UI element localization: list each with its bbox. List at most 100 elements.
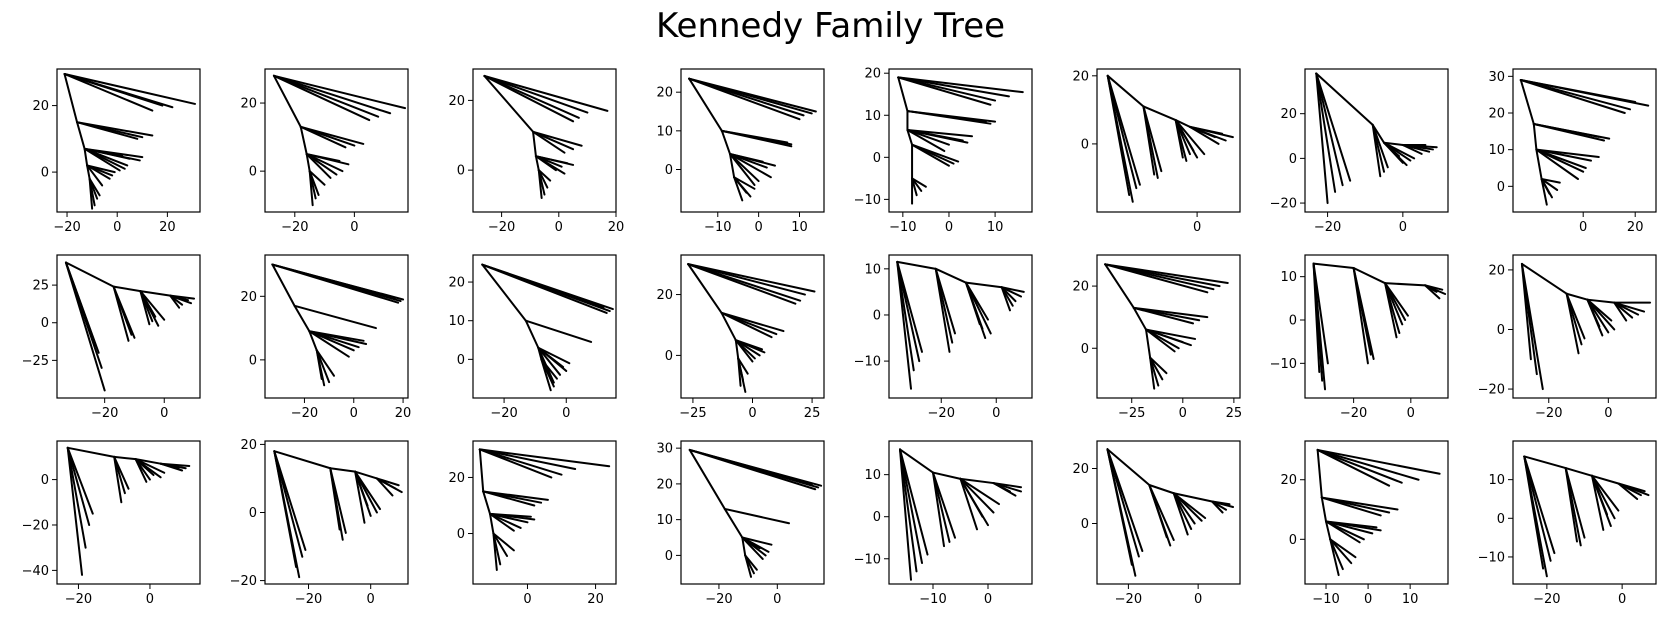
x-tick-label: 0 (1618, 592, 1626, 607)
trunk-edge (134, 458, 162, 465)
y-tick-label: 20 (864, 67, 881, 82)
trunk-edge (1352, 267, 1387, 285)
tree-edge (1106, 448, 1133, 566)
trunk-edge (1586, 298, 1616, 304)
tree-edge (489, 512, 522, 529)
tree-edge (532, 130, 575, 151)
tree-edge (1106, 448, 1144, 552)
y-tick-label: 30 (1488, 70, 1505, 85)
axes-frame (1304, 440, 1449, 585)
tree-edge (83, 147, 129, 167)
y-tick-label: 20 (448, 276, 465, 291)
tree-edge (1000, 286, 1022, 298)
tree-edge (134, 458, 148, 483)
tree-edge (308, 170, 326, 186)
tree-edge (537, 346, 568, 372)
trunk-edge (271, 263, 296, 307)
tree-edge (308, 330, 365, 342)
tree-edge (1211, 500, 1231, 506)
tree-edge (734, 339, 754, 363)
x-tick-label: −20 (295, 592, 322, 607)
tree-edge (273, 450, 307, 551)
tree-edge (315, 349, 336, 377)
x-tick-label: −20 (490, 406, 517, 421)
tree-edge (86, 164, 111, 180)
y-tick-label: 20 (1072, 69, 1089, 84)
x-tick-label: 20 (608, 220, 625, 235)
y-tick-label: 0 (1081, 517, 1089, 532)
trunk-edge (1591, 474, 1620, 485)
tree-edge (899, 448, 929, 556)
tree-edge (532, 130, 566, 154)
axes-frame (680, 68, 825, 213)
x-tick-label: 0 (1579, 220, 1587, 235)
tree-edge (83, 147, 121, 172)
tree-edge (86, 164, 116, 174)
x-tick-label: 0 (1194, 592, 1202, 607)
y-tick-label: 0 (1497, 180, 1505, 195)
trunk-edge (1172, 492, 1214, 503)
tree-edge (1315, 72, 1344, 187)
x-tick-label: 10 (791, 220, 808, 235)
trunk-edge (83, 147, 89, 167)
trunk-edge (1565, 292, 1589, 301)
y-tick-label: 25 (32, 279, 49, 294)
trunk-edge (734, 339, 740, 360)
y-tick-label: 0 (41, 316, 49, 331)
trunk-edge (1312, 262, 1355, 269)
tree-edge (1149, 356, 1168, 375)
tree-edge (720, 311, 773, 339)
tree-edge (733, 176, 744, 202)
trunk-edge (532, 130, 537, 158)
y-tick-label: 10 (656, 513, 673, 528)
tree-edge (1535, 148, 1585, 173)
y-tick-label: 20 (1072, 462, 1089, 477)
x-tick-label: 20 (395, 406, 412, 421)
axes-frame (888, 254, 1033, 399)
trunk-edge (86, 164, 91, 180)
tree-edge (537, 346, 571, 365)
trunk-edge (76, 121, 86, 150)
subplot-11: −20 0 0 10 20 (448, 254, 617, 421)
y-tick-label: 0 (665, 163, 673, 178)
tree-edge (737, 357, 747, 393)
tree-edge (959, 477, 1000, 506)
y-tick-label: −10 (854, 193, 881, 208)
tree-edge (896, 260, 915, 372)
y-tick-label: 20 (656, 477, 673, 492)
tree-edge (1523, 455, 1545, 570)
x-tick-label: −20 (91, 406, 118, 421)
tree-edge (272, 74, 407, 110)
tree-edge (1519, 79, 1626, 114)
subplot-5: −10 0 10 −10 0 10 20 (854, 67, 1033, 235)
y-tick-label: 10 (1488, 143, 1505, 158)
axes-frame (1096, 68, 1241, 213)
tree-edge (932, 471, 956, 539)
x-tick-label: 0 (773, 592, 781, 607)
tree-edge (1315, 72, 1337, 193)
tree-edge (741, 536, 761, 550)
tree-edge (534, 155, 575, 166)
y-tick-label: 20 (1280, 473, 1297, 488)
y-tick-label: 0 (457, 527, 465, 542)
trunk-edge (1142, 105, 1177, 122)
y-tick-label: 0 (41, 473, 49, 488)
axes-frame (1512, 440, 1657, 585)
tree-edge (273, 450, 298, 568)
tree-edge (305, 153, 332, 179)
y-tick-label: 10 (864, 262, 881, 277)
tree-edge (139, 290, 157, 318)
tree-edge (1401, 143, 1423, 155)
trunk-edge (1371, 123, 1386, 144)
trunk-edge (1325, 520, 1332, 541)
x-tick-label: 25 (1226, 406, 1243, 421)
trunk-edge (687, 263, 723, 314)
trunk-edge (1520, 262, 1568, 295)
axes-frame (56, 254, 201, 399)
tree-edge (720, 129, 793, 148)
tree-edge (66, 446, 84, 576)
tree-edge (113, 455, 123, 504)
tree-edge (354, 470, 366, 524)
y-tick-label: 0 (457, 353, 465, 368)
